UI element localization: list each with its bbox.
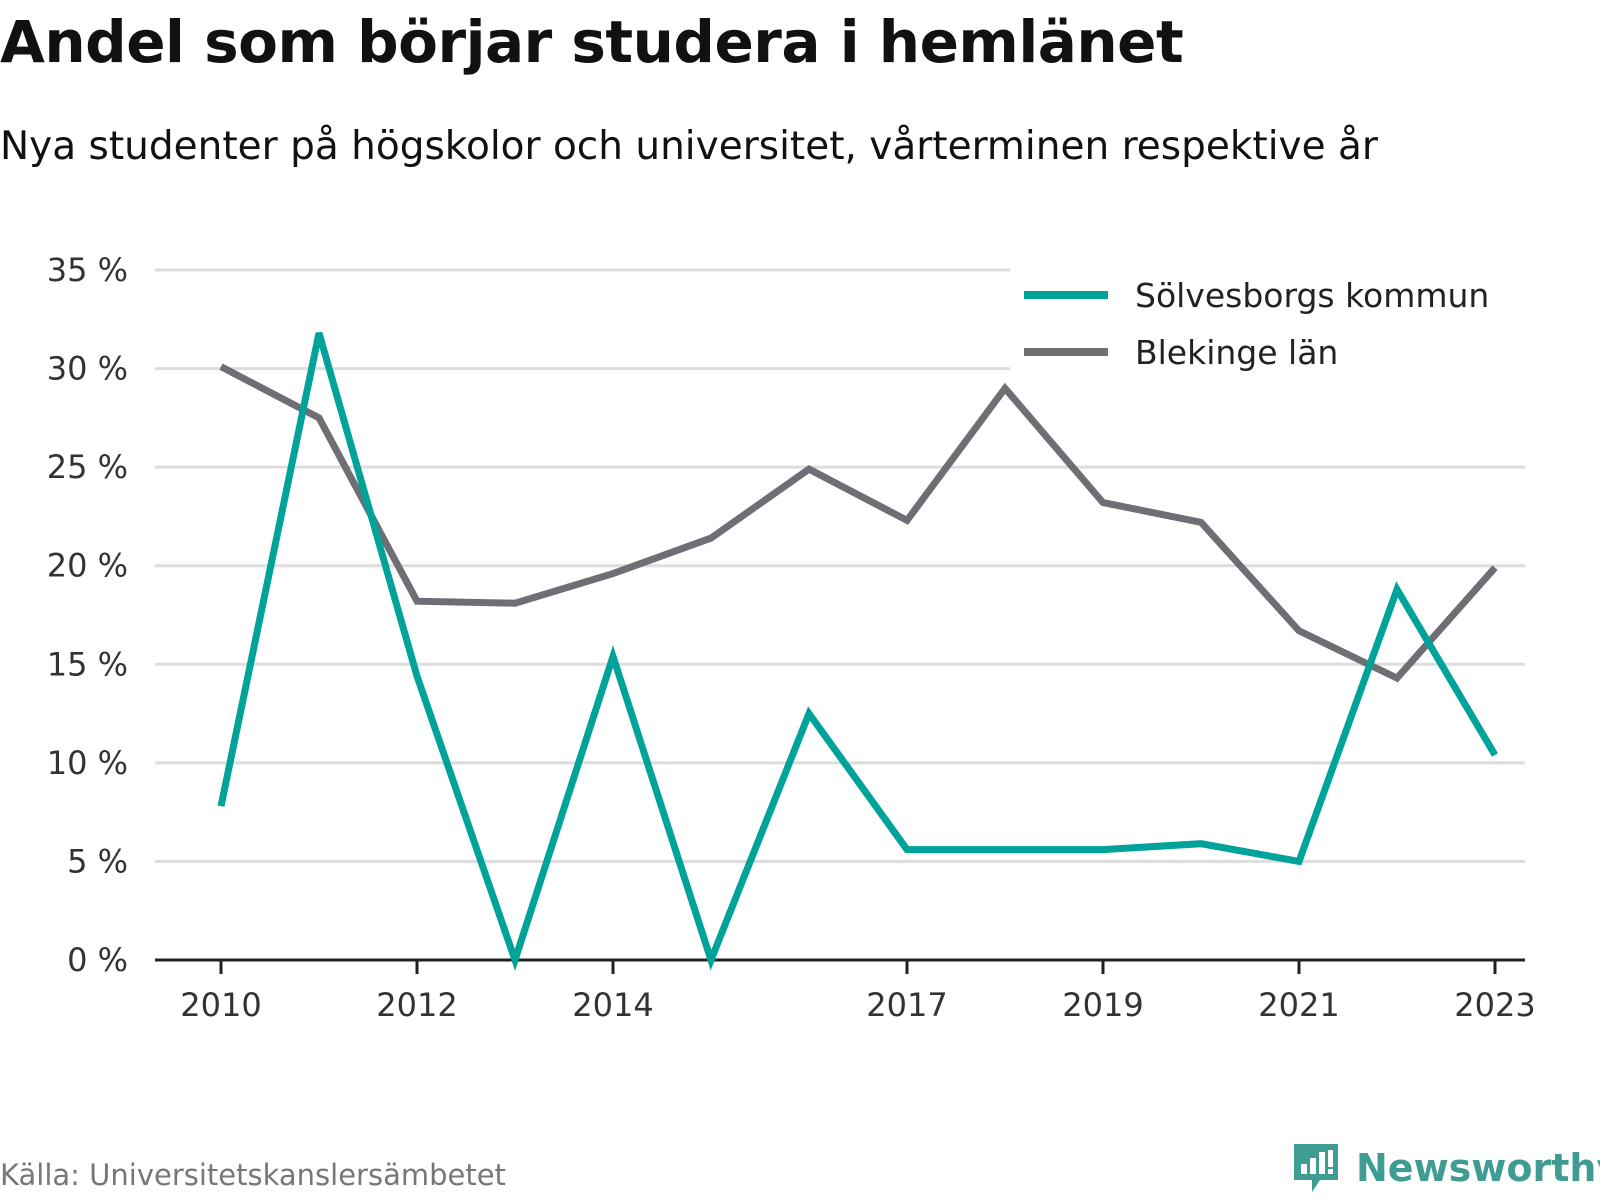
y-tick-label: 15 % <box>47 645 128 683</box>
legend-background <box>1010 268 1530 374</box>
newsworthy-logo-icon <box>1294 1144 1338 1192</box>
y-tick-label: 20 % <box>47 547 128 585</box>
y-tick-label: 10 % <box>47 744 128 782</box>
y-tick-label: 5 % <box>67 842 128 880</box>
x-tick-label: 2014 <box>572 986 653 1024</box>
series-line-1 <box>219 363 1498 683</box>
brand-logo: Newsworthy <box>1290 1140 1600 1196</box>
y-tick-label: 25 % <box>47 448 128 486</box>
legend-label-1: Blekinge län <box>1135 333 1338 372</box>
y-tick-label: 30 % <box>47 350 128 388</box>
source-note: Källa: Universitetskanslersämbetet <box>0 1158 506 1192</box>
x-tick-label: 2017 <box>866 986 947 1024</box>
x-tick-label: 2012 <box>376 986 457 1024</box>
x-tick-label: 2019 <box>1062 986 1143 1024</box>
chart-title: Andel som börjar studera i hemlänet <box>0 8 1184 76</box>
y-tick-label: 35 % <box>47 251 128 289</box>
x-tick-label: 2023 <box>1454 986 1535 1024</box>
x-tick-label: 2021 <box>1258 986 1339 1024</box>
chart-subtitle: Nya studenter på högskolor och universit… <box>0 124 1378 169</box>
y-tick-label: 0 % <box>67 941 128 979</box>
legend-label-0: Sölvesborgs kommun <box>1135 276 1489 315</box>
series-line-0 <box>217 332 1499 972</box>
x-tick-label: 2010 <box>180 986 261 1024</box>
brand-name: Newsworthy <box>1356 1146 1600 1190</box>
